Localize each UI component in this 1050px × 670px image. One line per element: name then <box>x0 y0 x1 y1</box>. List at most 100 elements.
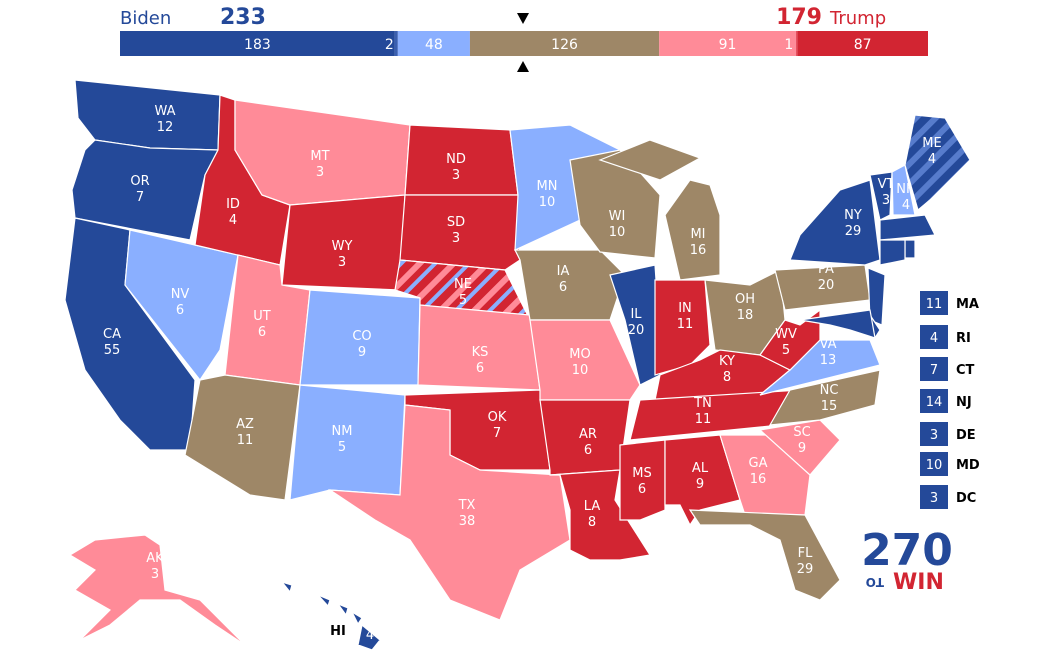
state <box>569 149 661 259</box>
state <box>514 249 626 321</box>
state-ev: 29 <box>845 224 862 239</box>
state <box>399 194 521 271</box>
logo-number: 270 <box>861 525 953 576</box>
state-abbr: WA <box>154 104 175 119</box>
bar-segment <box>397 31 470 56</box>
state-abbr: SD <box>447 215 465 230</box>
state <box>629 389 802 441</box>
state-abbr: OR <box>130 174 149 189</box>
state <box>619 439 666 521</box>
state <box>879 239 906 266</box>
state-ev: 10 <box>926 458 943 473</box>
state-ev: 3 <box>930 491 938 506</box>
state <box>789 179 881 266</box>
state-ev: 10 <box>572 363 589 378</box>
state-ev: 5 <box>459 293 467 308</box>
state-abbr: VA <box>820 337 837 352</box>
state-abbr: AK <box>146 551 164 566</box>
state-box <box>920 389 948 413</box>
state-abbr: KY <box>719 354 735 369</box>
state-abbr: DC <box>956 491 976 506</box>
state-ev: 8 <box>588 515 596 530</box>
state <box>327 404 571 621</box>
bar-segment <box>120 31 395 56</box>
state-ev: 10 <box>539 195 556 210</box>
state-ev: 6 <box>559 280 567 295</box>
logo-to: TO <box>866 575 884 589</box>
state-ev: 7 <box>930 363 938 378</box>
state-abbr: WI <box>609 209 626 224</box>
bar-value: 87 <box>854 37 872 53</box>
state-box <box>920 452 948 476</box>
state-abbr: ND <box>446 152 466 167</box>
state <box>758 419 841 476</box>
state-ev: 6 <box>584 443 592 458</box>
state-abbr: NC <box>820 383 839 398</box>
state-abbr: NY <box>844 208 862 223</box>
state-abbr: TX <box>458 498 476 513</box>
state <box>68 534 246 646</box>
state-ev: 5 <box>338 440 346 455</box>
state-ev: 3 <box>151 567 159 582</box>
state-abbr: MS <box>632 466 651 481</box>
state-ev: 3 <box>882 193 890 208</box>
state-abbr: OK <box>488 410 507 425</box>
state <box>654 279 711 376</box>
state-abbr: SC <box>793 425 810 440</box>
state-ev: 16 <box>690 243 707 258</box>
state <box>280 580 381 651</box>
state-abbr: DE <box>956 428 976 443</box>
state-abbr: WY <box>332 239 353 254</box>
state-abbr: KS <box>472 345 489 360</box>
state-abbr: AZ <box>236 417 254 432</box>
state-ev: 4 <box>902 198 910 213</box>
logo-win: WIN <box>893 570 944 595</box>
state-abbr: MI <box>690 227 705 242</box>
state-ev: 38 <box>459 514 476 529</box>
state-ev: 3 <box>452 168 460 183</box>
state-abbr: AR <box>579 427 597 442</box>
state-box <box>920 357 948 381</box>
state-ev: 14 <box>926 395 943 410</box>
state-ev: 6 <box>476 361 484 376</box>
state-abbr: IL <box>630 307 642 322</box>
state-abbr: NE <box>454 277 472 292</box>
state-ev: 12 <box>157 120 174 135</box>
state-ev: 4 <box>229 213 237 228</box>
bar-segment <box>659 31 796 56</box>
state-abbr: MA <box>956 297 979 312</box>
state-ev: 18 <box>737 308 754 323</box>
state-ev: 20 <box>818 278 835 293</box>
state-abbr: MO <box>569 347 590 362</box>
state <box>549 469 651 561</box>
logo: 270 TO WIN <box>861 525 953 595</box>
bar-value: 91 <box>719 37 737 53</box>
state-ev: 4 <box>928 152 936 167</box>
state <box>768 369 881 426</box>
state <box>289 384 406 501</box>
bar-value: 183 <box>244 37 271 53</box>
state-ev: 13 <box>820 353 837 368</box>
bar-value: 48 <box>425 37 443 53</box>
state-ev: 55 <box>104 343 121 358</box>
state-ev: 4 <box>366 628 374 643</box>
biden-total: 233 <box>220 5 266 30</box>
state-ev: 9 <box>696 477 704 492</box>
state-abbr: TN <box>693 396 712 411</box>
state-box <box>920 291 948 315</box>
state-ev: 3 <box>338 255 346 270</box>
state-abbr: AL <box>692 461 709 476</box>
bar-value: 1 <box>784 37 793 53</box>
state-ev: 11 <box>695 412 712 427</box>
bar-value: 126 <box>551 37 578 53</box>
state-ev: 11 <box>926 297 943 312</box>
state-abbr: UT <box>253 309 271 324</box>
state-abbr: PA <box>818 262 834 277</box>
state-ev: 20 <box>628 323 645 338</box>
state-abbr: ID <box>226 197 240 212</box>
state-box <box>920 485 948 509</box>
state <box>904 114 971 212</box>
state-abbr: HI <box>330 624 346 639</box>
state-ev: 10 <box>609 225 626 240</box>
